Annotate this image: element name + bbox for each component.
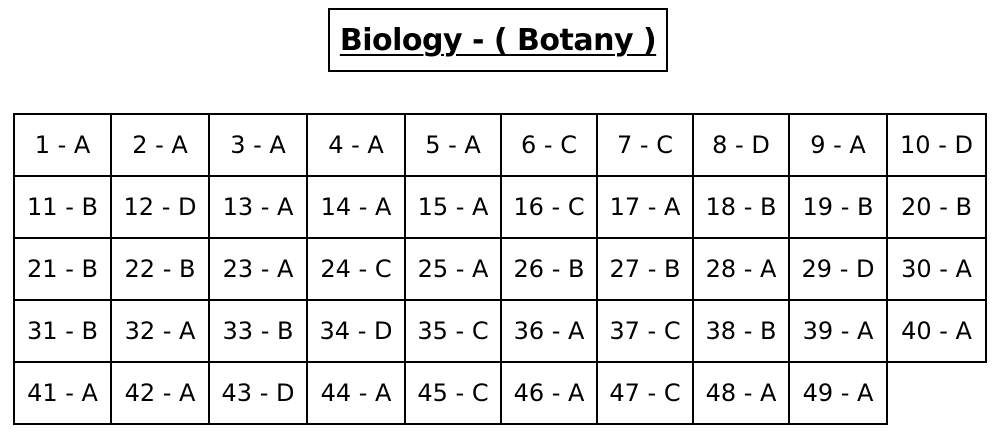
answer-cell: 44 - A	[306, 361, 406, 425]
answer-cell: 33 - B	[208, 299, 308, 363]
answer-cell: 29 - D	[788, 237, 888, 301]
answer-cell: 21 - B	[13, 237, 112, 301]
answer-cell: 6 - C	[500, 113, 598, 177]
answer-cell: 9 - A	[788, 113, 888, 177]
answer-cell: 8 - D	[692, 113, 790, 177]
table-row: 21 - B 22 - B 23 - A 24 - C 25 - A 26 - B 27 -…	[13, 237, 987, 301]
answer-cell: 10 - D	[886, 113, 987, 177]
answer-cell: 41 - A	[13, 361, 112, 425]
answer-cell: 20 - B	[886, 175, 987, 239]
answer-cell: 1 - A	[13, 113, 112, 177]
answer-cell: 13 - A	[208, 175, 308, 239]
answer-cell: 42 - A	[110, 361, 210, 425]
answer-cell: 49 - A	[788, 361, 888, 425]
answer-cell: 27 - B	[596, 237, 694, 301]
answer-cell: 5 - A	[404, 113, 502, 177]
answer-cell: 12 - D	[110, 175, 210, 239]
answer-cell: 31 - B	[13, 299, 112, 363]
answer-cell: 28 - A	[692, 237, 790, 301]
answer-cell: 46 - A	[500, 361, 598, 425]
answer-cell: 38 - B	[692, 299, 790, 363]
answer-cell: 35 - C	[404, 299, 502, 363]
answer-cell: 30 - A	[886, 237, 987, 301]
answer-cell: 16 - C	[500, 175, 598, 239]
empty-cell	[887, 362, 986, 424]
answer-cell: 48 - A	[692, 361, 790, 425]
page-title: Biology - ( Botany )	[339, 22, 657, 58]
title-box: Biology - ( Botany )	[328, 8, 668, 72]
table-row: 11 - B 12 - D 13 - A 14 - A 15 - A 16 - C 17 -…	[13, 175, 987, 239]
answer-cell: 24 - C	[306, 237, 406, 301]
answer-cell: 7 - C	[596, 113, 694, 177]
answer-cell: 2 - A	[110, 113, 210, 177]
answer-cell: 3 - A	[208, 113, 308, 177]
answer-cell: 17 - A	[596, 175, 694, 239]
answer-cell: 18 - B	[692, 175, 790, 239]
answer-cell: 23 - A	[208, 237, 308, 301]
answer-cell: 26 - B	[500, 237, 598, 301]
answer-cell: 40 - A	[886, 299, 987, 363]
answer-cell: 14 - A	[306, 175, 406, 239]
table-row: 31 - B 32 - A 33 - B 34 - D 35 - C 36 - A 37 -…	[13, 299, 987, 363]
answer-cell: 37 - C	[596, 299, 694, 363]
answer-cell: 47 - C	[596, 361, 694, 425]
answer-cell: 39 - A	[788, 299, 888, 363]
answer-cell: 15 - A	[404, 175, 502, 239]
answer-cell: 45 - C	[404, 361, 502, 425]
table-row: 41 - A 42 - A 43 - D 44 - A 45 - C 46 - A 47 -…	[13, 361, 986, 425]
answer-cell: 4 - A	[306, 113, 406, 177]
answer-cell: 19 - B	[788, 175, 888, 239]
answer-cell: 11 - B	[13, 175, 112, 239]
answer-cell: 32 - A	[110, 299, 210, 363]
answer-cell: 25 - A	[404, 237, 502, 301]
answer-cell: 43 - D	[208, 361, 308, 425]
answer-cell: 36 - A	[500, 299, 598, 363]
answer-cell: 22 - B	[110, 237, 210, 301]
answer-cell: 34 - D	[306, 299, 406, 363]
